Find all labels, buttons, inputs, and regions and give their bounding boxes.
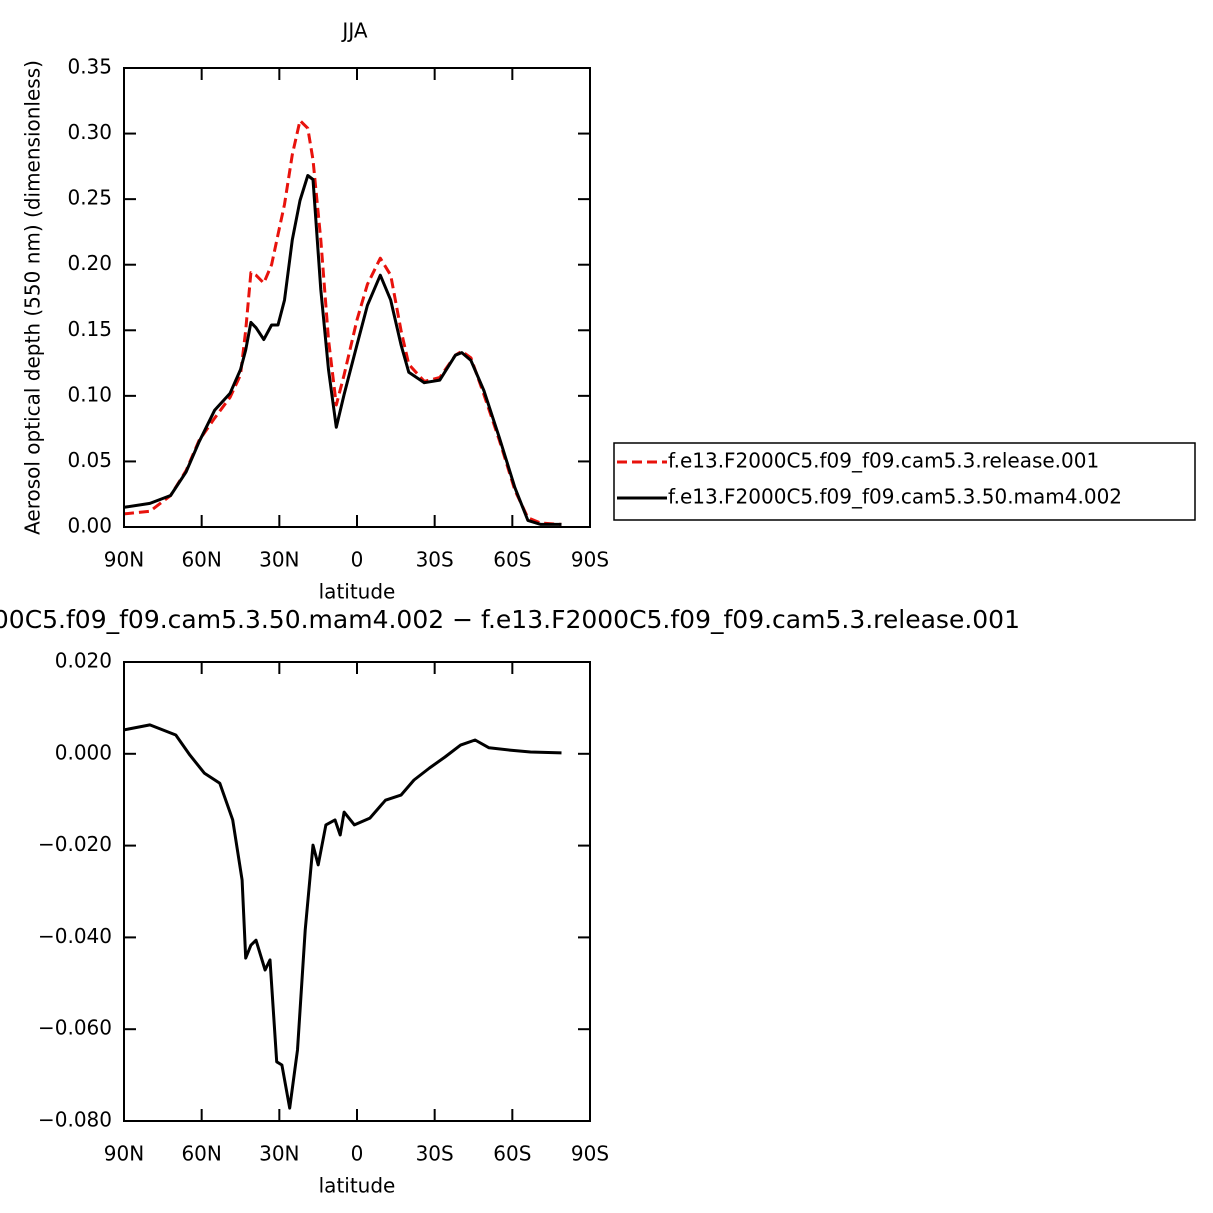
y-tick-label: 0.05 bbox=[67, 448, 112, 472]
x-tick-label: 90S bbox=[571, 548, 609, 572]
x-tick-label: 60N bbox=[181, 548, 221, 572]
series-line bbox=[123, 723, 562, 1110]
x-tick-label: 30N bbox=[259, 548, 299, 572]
x-tick-label: 60N bbox=[181, 1142, 221, 1166]
x-tick-label: 30S bbox=[416, 548, 454, 572]
y-tick-label: 0.10 bbox=[67, 382, 112, 406]
y-tick-label: −0.080 bbox=[38, 1108, 112, 1132]
chart-title: f.e13.F2000C5.f09_f09.cam5.3.50.mam4.002… bbox=[0, 605, 1020, 634]
x-tick-label: 0 bbox=[351, 1142, 364, 1166]
y-axis-label: Aerosol optical depth (550 nm) (dimensio… bbox=[21, 60, 45, 535]
y-tick-label: −0.060 bbox=[38, 1016, 112, 1040]
y-tick-label: −0.020 bbox=[38, 832, 112, 856]
y-tick-label: 0.35 bbox=[67, 55, 112, 79]
y-tick-label: 0.15 bbox=[67, 317, 112, 341]
y-tick-label: 0.20 bbox=[67, 251, 112, 275]
x-tick-label: 30N bbox=[259, 1142, 299, 1166]
x-axis-label: latitude bbox=[319, 580, 396, 604]
x-tick-label: 90N bbox=[104, 548, 144, 572]
x-tick-label: 90N bbox=[104, 1142, 144, 1166]
x-tick-label: 90S bbox=[571, 1142, 609, 1166]
x-tick-label: 30S bbox=[416, 1142, 454, 1166]
legend-box bbox=[613, 442, 1196, 521]
y-tick-label: 0.020 bbox=[55, 649, 112, 673]
y-tick-label: 0.30 bbox=[67, 120, 112, 144]
chart-title: JJA bbox=[340, 19, 367, 43]
x-tick-label: 0 bbox=[351, 548, 364, 572]
legend-entry: f.e13.F2000C5.f09_f09.cam5.3.release.001 bbox=[668, 449, 1099, 473]
plot-frame bbox=[123, 661, 591, 1122]
y-tick-label: −0.040 bbox=[38, 924, 112, 948]
x-axis-label: latitude bbox=[319, 1174, 396, 1198]
y-tick-label: 0.25 bbox=[67, 186, 112, 210]
y-tick-label: 0.00 bbox=[67, 514, 112, 538]
plot-frame bbox=[123, 67, 591, 528]
legend-entry: f.e13.F2000C5.f09_f09.cam5.3.50.mam4.002 bbox=[668, 485, 1122, 509]
x-tick-label: 60S bbox=[493, 1142, 531, 1166]
y-tick-label: 0.000 bbox=[55, 740, 112, 764]
x-tick-label: 60S bbox=[493, 548, 531, 572]
series-line bbox=[123, 174, 562, 526]
